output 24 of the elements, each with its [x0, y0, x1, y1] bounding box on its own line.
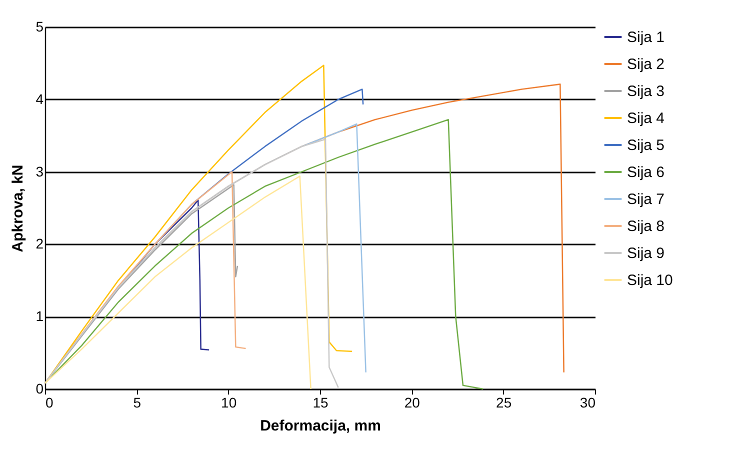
y-tick-label: 2	[36, 236, 44, 252]
y-tick-label: 0	[36, 380, 44, 396]
legend-label: Sija 3	[627, 83, 665, 100]
x-axis-title: Deformacija, mm	[260, 418, 381, 434]
legend-label: Sija 8	[627, 218, 665, 235]
x-tick-label: 10	[221, 394, 237, 410]
x-tick-label: 25	[496, 394, 512, 410]
legend-label: Sija 6	[627, 164, 665, 181]
y-axis-title: Apkrova, kN	[10, 164, 27, 252]
x-tick-label: 20	[404, 394, 420, 410]
legend-label: Sija 10	[627, 272, 673, 289]
legend-label: Sija 2	[627, 56, 665, 73]
legend-label: Sija 9	[627, 245, 665, 262]
y-tick-label: 4	[36, 90, 44, 107]
x-tick-label: 15	[312, 394, 328, 410]
y-tick-label: 5	[36, 18, 44, 34]
y-tick-label: 1	[36, 308, 44, 324]
x-tick-label: 5	[133, 394, 142, 410]
x-tick-label: 30	[580, 394, 596, 410]
legend-label: Sija 4	[627, 110, 665, 127]
legend-label: Sija 7	[627, 191, 665, 208]
y-tick-label: 3	[36, 163, 44, 180]
legend-label: Sija 1	[627, 29, 665, 46]
legend-label: Sija 5	[627, 137, 665, 154]
